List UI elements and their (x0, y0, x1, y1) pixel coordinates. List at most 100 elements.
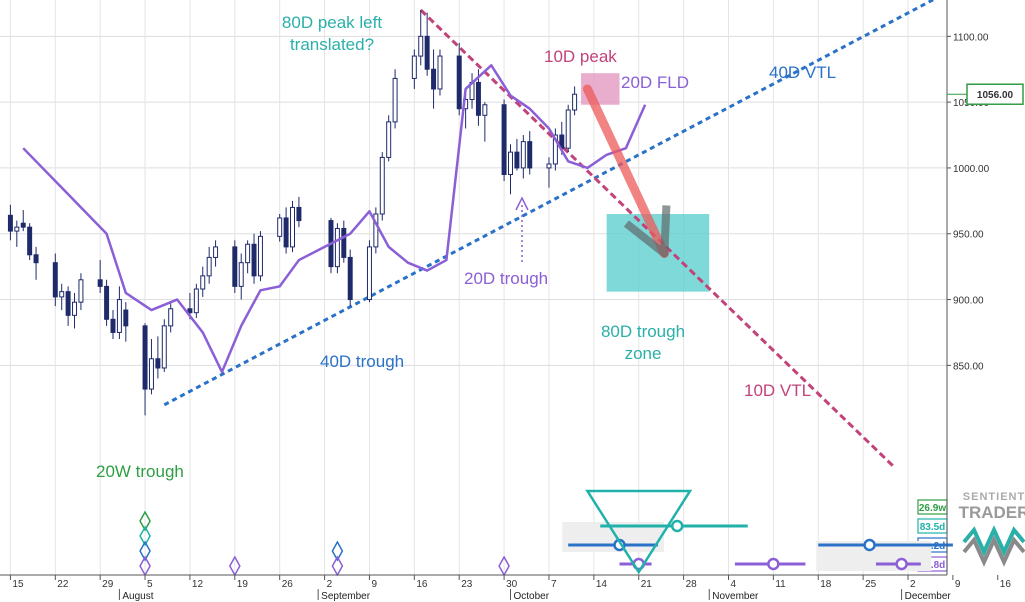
candle-body (200, 275, 206, 290)
date-tick-label: 5 (147, 579, 153, 590)
candle-body (290, 206, 296, 248)
logo-mark (962, 525, 1025, 557)
candle-body (14, 226, 20, 232)
trough-80d-label: 80D trough zone (601, 322, 685, 363)
date-tick-label: 15 (12, 579, 24, 590)
candle-body (546, 163, 552, 169)
cycle-diamond (139, 525, 151, 547)
candle-body (104, 285, 110, 320)
candle-body (148, 358, 154, 390)
annotations: 80D peak left translated? 10D peak 20D FL… (96, 13, 836, 481)
cycle-diamond (139, 510, 151, 532)
candle-body (508, 151, 513, 176)
candle-body (475, 81, 481, 116)
price-tick-label: 900.00 (953, 296, 984, 307)
candle-body (527, 141, 533, 169)
current-price-box (966, 83, 1024, 105)
candle-body (418, 35, 424, 57)
projection-arrow-head (623, 205, 671, 258)
candle-body (392, 77, 398, 123)
fld-20d-label: 20D FLD (621, 73, 689, 92)
candle-body (155, 358, 161, 369)
candle-body (296, 206, 302, 222)
cycle-badge-label: 26.9w (919, 503, 946, 514)
candle-body (514, 151, 520, 169)
candle-body (386, 121, 392, 158)
date-tick-label: 22 (57, 579, 69, 590)
candle-body (142, 325, 148, 390)
trendline-40d-vtl (163, 0, 935, 407)
candle-body (334, 227, 340, 268)
candle-body (168, 308, 174, 327)
cycle-range-marker (895, 557, 908, 571)
date-tick-label: 14 (596, 579, 608, 590)
price-tick-label: 1000.00 (953, 164, 990, 175)
date-tick-label: 26 (282, 579, 294, 590)
candle-body (232, 246, 238, 287)
date-tick-label: 11 (775, 579, 786, 590)
month-label: September (321, 591, 371, 602)
date-tick-label: 25 (865, 579, 877, 590)
candle-body (277, 217, 283, 237)
date-tick-label: 9 (371, 579, 377, 590)
series-line (22, 64, 647, 374)
cycle-diamond (331, 540, 344, 562)
candle-body (341, 227, 347, 258)
candle-body (187, 308, 193, 314)
candle-body (251, 243, 257, 277)
candle-body (27, 226, 33, 256)
date-tick-label: 2 (910, 579, 916, 590)
trough-20d-pointer-head (515, 196, 529, 211)
cycle-range-marker (670, 519, 684, 533)
logo-mark-shadow (962, 535, 1025, 567)
cycle-triangle (585, 489, 693, 575)
candle-body (20, 222, 26, 228)
candle-body (116, 299, 122, 333)
cycle-badge-label: 83.5d (920, 522, 946, 533)
current-price-tag: 1056.00 (966, 83, 1024, 105)
candle-body (65, 291, 71, 316)
candle-body (572, 93, 578, 111)
projection-arrow-shaft (582, 84, 669, 258)
candle-body (366, 246, 372, 301)
vtl-10d-label: 10D VTL (744, 381, 811, 400)
candle-body (213, 246, 219, 258)
date-tick-label: 30 (506, 579, 518, 590)
candle-body (283, 217, 289, 248)
candle-body (110, 318, 116, 333)
candle-body (238, 262, 244, 287)
candle-body (347, 256, 353, 301)
candle-body (33, 254, 39, 264)
price-tick-label: 850.00 (953, 361, 984, 372)
candle-body (193, 288, 199, 314)
candle-body (245, 243, 251, 264)
date-tick-label: 4 (730, 579, 736, 590)
date-tick-label: 16 (416, 579, 428, 590)
date-tick-label: 29 (102, 579, 114, 590)
projection-arrow (582, 84, 671, 258)
candle-body (257, 235, 263, 277)
candle-body (7, 214, 13, 232)
date-tick-label: 2 (327, 579, 333, 590)
month-label: November (712, 591, 759, 602)
candle-body (424, 35, 430, 70)
trough-20d-label: 20D trough (464, 269, 548, 288)
candle-body (565, 109, 571, 149)
candle-body (456, 55, 462, 110)
candle-body (72, 301, 78, 316)
cycle-range-marker (767, 557, 780, 571)
date-tick-label: 16 (1000, 579, 1012, 590)
candle-body (78, 279, 84, 303)
peak-80d-label: 80D peak left translated? (282, 13, 382, 54)
date-tick-label: 19 (237, 579, 249, 590)
candle-body (411, 55, 417, 79)
price-tick-label: 950.00 (953, 230, 984, 241)
price-tick-label: 1100.00 (953, 32, 989, 43)
candle-body (161, 325, 167, 369)
candle-body (97, 279, 103, 287)
candle-body (206, 256, 212, 277)
date-tick-label: 12 (192, 579, 204, 590)
trend-lines (163, 0, 935, 470)
date-tick-label: 7 (551, 579, 557, 590)
